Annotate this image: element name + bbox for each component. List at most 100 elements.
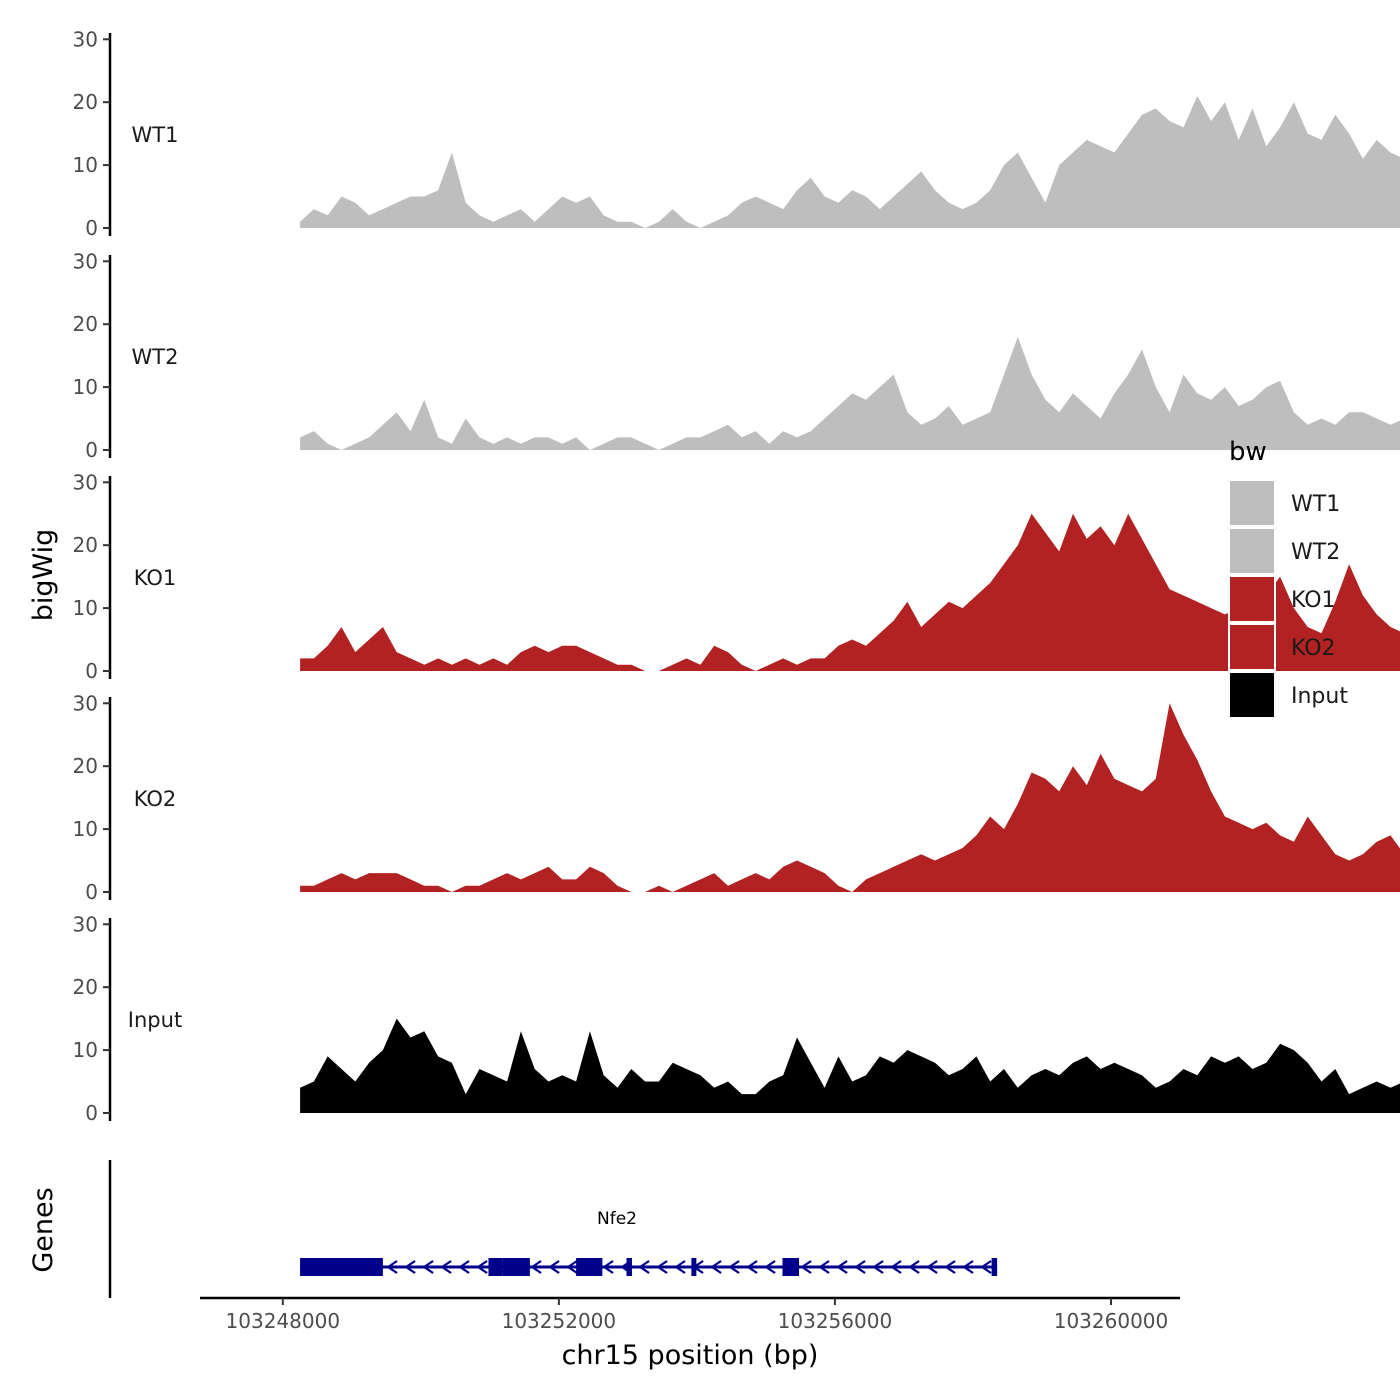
y-tick-label: 0 — [85, 880, 98, 904]
gene-exon — [488, 1258, 503, 1276]
legend-item-input: Input — [1228, 671, 1348, 719]
legend-label: WT1 — [1291, 492, 1340, 517]
gene-exon — [576, 1258, 603, 1276]
gene-name-label: Nfe2 — [597, 1209, 637, 1229]
y-tick-label: 0 — [85, 659, 98, 683]
strand-arrow — [548, 1260, 560, 1274]
legend-title: bw — [1229, 437, 1267, 467]
legend-label: Input — [1291, 684, 1348, 709]
legend-item-ko1: KO1 — [1228, 575, 1336, 623]
legend-swatch — [1228, 527, 1276, 575]
track-label-input: Input — [128, 1008, 182, 1032]
coverage-area-wt1 — [300, 95, 1400, 228]
legend-item-ko2: KO2 — [1228, 623, 1336, 671]
strand-arrow — [854, 1260, 866, 1274]
y-tick-label: 20 — [73, 975, 98, 999]
strand-arrow — [656, 1260, 668, 1274]
coverage-area-wt2 — [300, 336, 1400, 450]
x-tick-label: 103260000 — [1054, 1309, 1169, 1333]
track-wt2: 0 10 20 30 WT2 — [73, 249, 1400, 462]
strand-arrow — [764, 1260, 776, 1274]
y-tick-label: 30 — [73, 691, 98, 715]
legend-label: KO1 — [1291, 588, 1336, 613]
y-tick-label: 30 — [73, 249, 98, 273]
track-label-ko1: KO1 — [134, 566, 177, 590]
y-tick-label: 10 — [73, 375, 98, 399]
track-ko2: 0 10 20 30 KO2 — [73, 691, 1400, 904]
y-tick-label: 20 — [73, 754, 98, 778]
strand-arrow — [800, 1260, 812, 1274]
gene-exon — [991, 1258, 998, 1276]
strand-arrow — [386, 1260, 398, 1274]
y-tick-label: 10 — [73, 596, 98, 620]
y-tick-label: 10 — [73, 1038, 98, 1062]
legend-item-wt2: WT2 — [1228, 527, 1340, 575]
gene-exon — [691, 1258, 697, 1276]
y-tick-label: 0 — [85, 216, 98, 240]
strand-arrow — [530, 1260, 542, 1274]
bigwig-tracks: 0 10 20 30 WT1 0 10 20 30 WT2 0 10 20 30 KO1 0 10 20 30 KO2… — [73, 27, 1400, 1125]
x-axis-title: chr15 position (bp) — [562, 1340, 819, 1371]
coverage-area-ko2 — [300, 703, 1400, 892]
strand-arrow — [674, 1260, 686, 1274]
track-label-wt2: WT2 — [132, 345, 179, 369]
strand-arrow — [746, 1260, 758, 1274]
strand-arrow — [890, 1260, 902, 1274]
x-tick-label: 103252000 — [502, 1309, 617, 1333]
y-tick-label: 20 — [73, 533, 98, 557]
y-tick-label: 30 — [73, 27, 98, 51]
track-label-wt1: WT1 — [132, 123, 179, 147]
gene-exon — [300, 1258, 383, 1276]
x-tick-label: 103248000 — [226, 1309, 341, 1333]
gene-annotation-panel: Nfe2 — [108, 1160, 998, 1298]
strand-arrow — [926, 1260, 938, 1274]
strand-arrow — [728, 1260, 740, 1274]
strand-arrow — [422, 1260, 434, 1274]
x-axis: 103248000 103252000 103256000 103260000 — [200, 1296, 1180, 1333]
strand-arrow — [638, 1260, 650, 1274]
legend-swatch — [1228, 671, 1276, 719]
y-tick-label: 10 — [73, 817, 98, 841]
strand-arrow — [602, 1260, 614, 1274]
strand-arrow — [962, 1260, 974, 1274]
track-label-ko2: KO2 — [134, 787, 177, 811]
y-tick-label: 20 — [73, 312, 98, 336]
strand-arrow — [944, 1260, 956, 1274]
track-ko1: 0 10 20 30 KO1 — [73, 470, 1400, 683]
y-tick-label: 10 — [73, 153, 98, 177]
y-tick-label: 30 — [73, 470, 98, 494]
legend-swatch — [1228, 575, 1276, 623]
x-tick-label: 103256000 — [778, 1309, 893, 1333]
strand-arrow — [980, 1260, 992, 1274]
strand-arrow — [836, 1260, 848, 1274]
legend: WT1 WT2 KO1 KO2 Input — [1228, 479, 1348, 719]
gene-exon — [502, 1258, 530, 1276]
y-tick-label: 0 — [85, 1101, 98, 1125]
strand-arrow — [566, 1260, 578, 1274]
legend-swatch — [1228, 479, 1276, 527]
legend-swatch — [1228, 623, 1276, 671]
strand-arrow — [440, 1260, 452, 1274]
legend-label: KO2 — [1291, 636, 1336, 661]
y-axis-title: bigWig — [28, 529, 59, 622]
strand-arrow — [818, 1260, 830, 1274]
genes-axis-title: Genes — [28, 1187, 59, 1272]
track-wt1: 0 10 20 30 WT1 — [73, 27, 1400, 240]
gene-exon — [626, 1258, 633, 1276]
legend-label: WT2 — [1291, 540, 1340, 565]
strand-arrow — [908, 1260, 920, 1274]
track-input: 0 10 20 30 Input — [73, 912, 1400, 1125]
strand-arrow — [458, 1260, 470, 1274]
strand-arrow — [476, 1260, 488, 1274]
coverage-area-input — [300, 1018, 1400, 1113]
coverage-area-ko1 — [300, 513, 1400, 671]
strand-arrow — [710, 1260, 722, 1274]
gene-exon — [782, 1258, 800, 1276]
y-tick-label: 30 — [73, 912, 98, 936]
y-tick-label: 20 — [73, 90, 98, 114]
strand-arrow — [872, 1260, 884, 1274]
strand-arrow — [404, 1260, 416, 1274]
y-tick-label: 0 — [85, 438, 98, 462]
legend-item-wt1: WT1 — [1228, 479, 1340, 527]
